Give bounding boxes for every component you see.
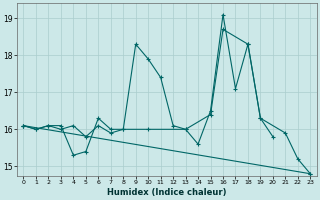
- X-axis label: Humidex (Indice chaleur): Humidex (Indice chaleur): [107, 188, 227, 197]
